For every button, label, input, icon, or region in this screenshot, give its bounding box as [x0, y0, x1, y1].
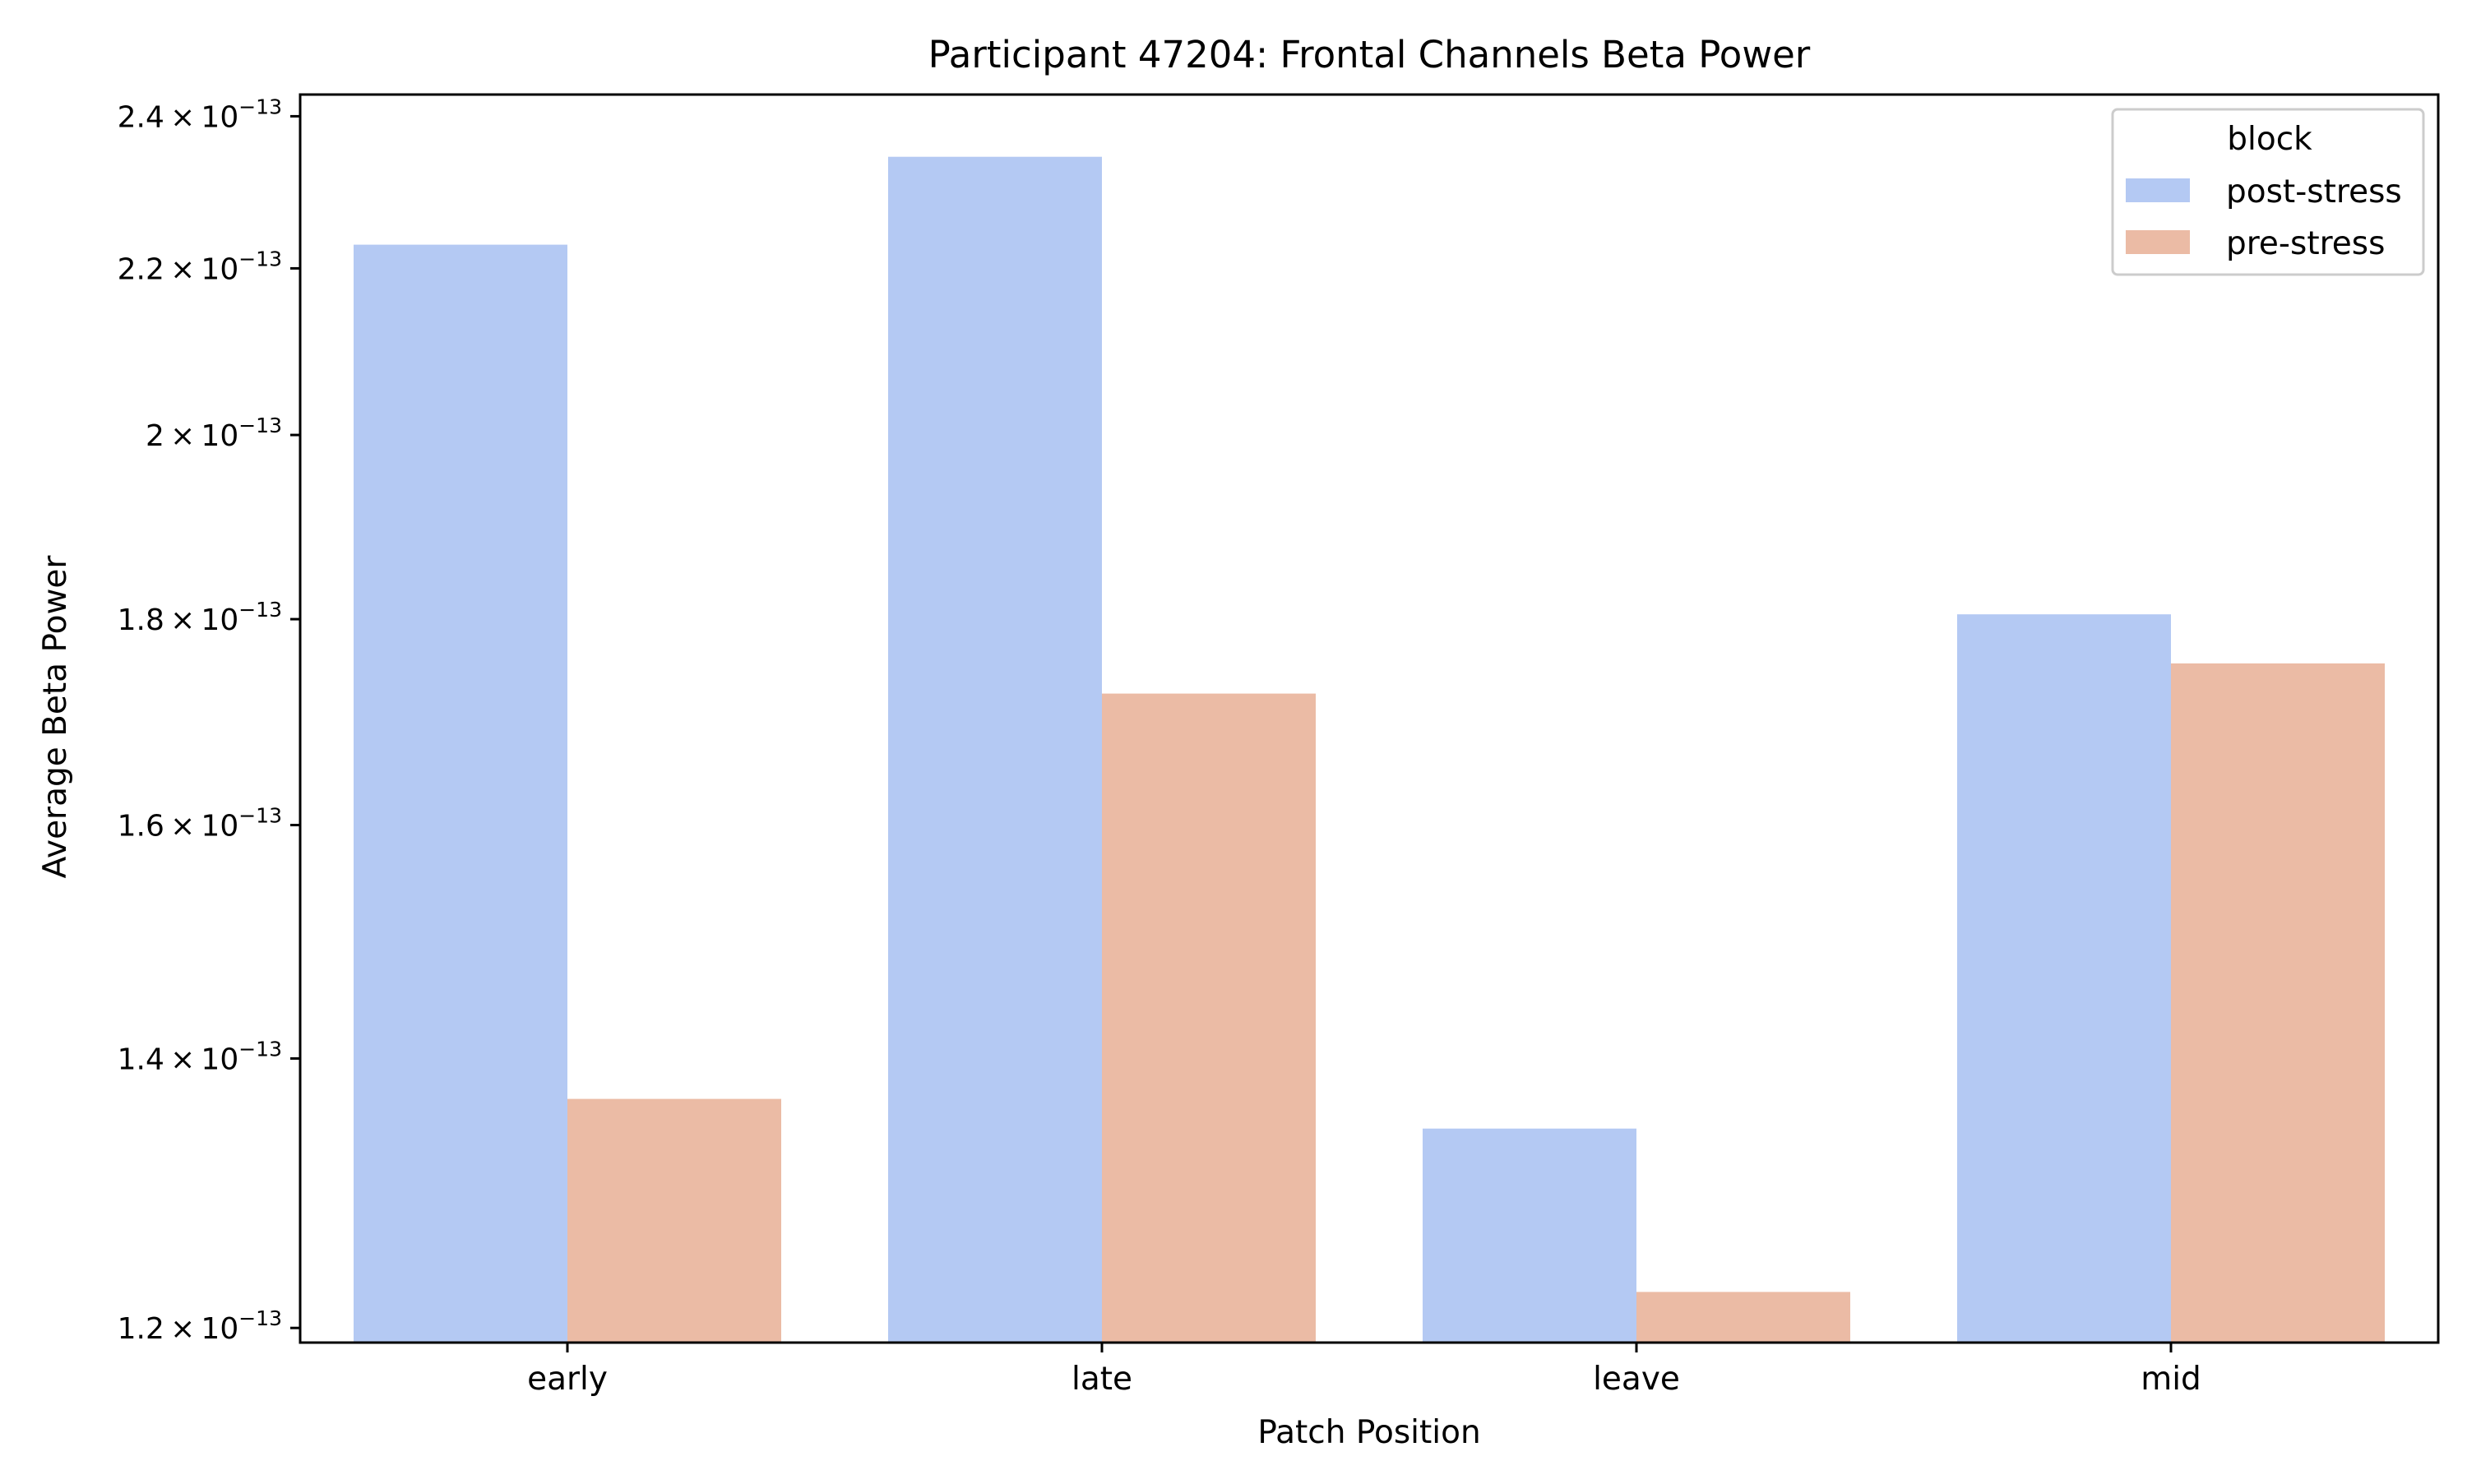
x-tick-label: early	[527, 1361, 608, 1398]
y-tick-label: 1.2 × 10−13	[118, 1306, 282, 1346]
y-tick-label: 1.8 × 10−13	[118, 598, 282, 637]
chart-title: Participant 47204: Frontal Channels Beta…	[928, 33, 1811, 76]
legend-label-post-stress: post-stress	[2226, 173, 2402, 210]
legend-swatch-post-stress	[2126, 178, 2190, 202]
y-tick-label: 2 × 10−13	[146, 414, 282, 453]
bar-pre-stress-early	[567, 1098, 781, 1343]
bar-post-stress-mid	[1957, 614, 2171, 1343]
y-axis-label: Average Beta Power	[37, 555, 74, 879]
legend-box	[2111, 108, 2425, 276]
x-tick-label: mid	[2141, 1361, 2201, 1398]
x-axis-label: Patch Position	[1257, 1414, 1480, 1451]
bar-post-stress-early	[354, 244, 567, 1343]
legend-label-pre-stress: pre-stress	[2226, 225, 2385, 262]
legend: block post-stress pre-stress	[2111, 108, 2425, 276]
y-tick-label: 1.6 × 10−13	[118, 804, 282, 844]
y-tick-label: 1.4 × 10−13	[118, 1037, 282, 1076]
plot-area	[299, 93, 2440, 1344]
y-tick-label: 2.4 × 10−13	[118, 95, 282, 134]
y-tick-label: 2.2 × 10−13	[118, 247, 282, 286]
legend-swatch-pre-stress	[2126, 230, 2190, 254]
legend-title: block	[2227, 121, 2312, 158]
bar-post-stress-leave	[1423, 1128, 1636, 1343]
x-tick-label: late	[1072, 1361, 1132, 1398]
y-axis: 1.2 × 10−13 1.4 × 10−13 1.6 × 10−13 1.8 × 1…	[118, 95, 300, 1346]
bar-post-stress-late	[888, 156, 1102, 1343]
plot-frame	[299, 93, 2440, 1344]
bar-pre-stress-mid	[2171, 663, 2385, 1343]
x-axis: early late leave mid	[527, 1343, 2201, 1398]
bar-pre-stress-late	[1102, 693, 1316, 1343]
x-tick-label: leave	[1593, 1361, 1680, 1398]
bar-pre-stress-leave	[1636, 1292, 1850, 1343]
